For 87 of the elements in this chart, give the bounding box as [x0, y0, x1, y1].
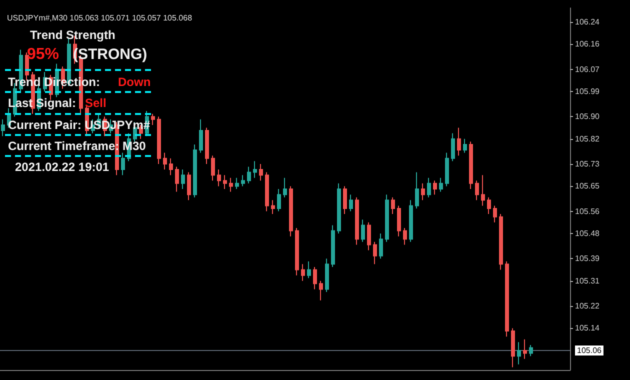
y-tick-label: 105.14 — [575, 324, 600, 333]
annotation: 2021.02.22 19:01 — [15, 160, 110, 174]
candlestick — [1, 118, 5, 137]
y-tick-label: 105.48 — [575, 229, 600, 238]
candlestick — [181, 169, 185, 190]
candlestick — [301, 264, 305, 282]
candlestick — [247, 166, 251, 184]
y-tick-label: 105.90 — [575, 112, 600, 122]
candlestick — [193, 144, 197, 198]
candlestick — [451, 132, 455, 162]
candlestick — [295, 227, 299, 276]
candlestick — [505, 260, 509, 338]
candlestick — [259, 163, 263, 182]
ref-line-label: 105.06 — [577, 346, 602, 356]
candlestick — [403, 227, 407, 246]
candlestick — [271, 200, 275, 215]
candlestick — [241, 174, 245, 187]
candlestick — [481, 174, 485, 206]
candlestick — [283, 177, 287, 198]
annotation: 95% — [27, 46, 60, 64]
y-tick-label: 105.56 — [575, 206, 600, 216]
candlestick — [121, 152, 125, 176]
candlestick — [235, 177, 239, 190]
y-tick-label: 105.39 — [575, 254, 600, 264]
candlestick — [223, 174, 227, 190]
candlestick — [415, 172, 419, 209]
candlestick — [205, 127, 209, 164]
candlestick — [253, 160, 257, 178]
candlestick — [433, 180, 437, 196]
candlestick — [373, 241, 377, 265]
candlestick — [409, 200, 413, 242]
y-tick-label: 105.65 — [575, 182, 600, 191]
candlestick — [529, 344, 533, 357]
y-tick-label: 106.16 — [575, 40, 600, 49]
candlestick — [157, 116, 161, 164]
candlestick — [229, 177, 233, 192]
candlestick — [319, 280, 323, 301]
candlestick — [469, 141, 473, 190]
candlestick — [343, 186, 347, 215]
y-tick-label: 105.99 — [575, 87, 600, 96]
candlestick — [265, 172, 269, 212]
candlestick — [163, 152, 167, 170]
candlestick — [313, 266, 317, 290]
candlestick — [523, 338, 527, 360]
y-tick-label: 106.24 — [575, 17, 600, 26]
candlestick — [337, 182, 341, 234]
candlestick — [325, 258, 329, 293]
candlestick — [355, 196, 359, 246]
y-tick-label: 105.31 — [575, 276, 600, 286]
annotation: Sell — [85, 96, 106, 110]
annotation: Down — [118, 75, 151, 89]
candlestick — [421, 182, 425, 201]
candlestick — [463, 138, 467, 154]
candlestick — [187, 172, 191, 201]
candlestick — [169, 158, 173, 176]
candlestick — [445, 152, 449, 187]
y-tick-label: 105.82 — [575, 134, 600, 144]
candlestick — [379, 233, 383, 260]
candlestick — [391, 196, 395, 215]
candlestick — [307, 260, 311, 279]
text: USDJPYm#,M30 105.063 105.071 105.057 105.068 — [7, 14, 193, 22]
candlestick — [385, 194, 389, 242]
candlestick — [511, 328, 515, 368]
candlestick — [493, 205, 497, 223]
y-tick-label: 105.22 — [575, 301, 600, 310]
candlestick — [217, 169, 221, 187]
candlestick — [457, 127, 461, 156]
y-tick-label: 105.73 — [575, 159, 600, 168]
candlestick — [367, 222, 371, 251]
candlestick — [175, 166, 179, 192]
annotation: Trend Strength — [30, 28, 116, 42]
candlestick — [199, 118, 203, 154]
candlestick — [349, 194, 353, 212]
candlestick — [439, 177, 443, 192]
candlestick — [151, 113, 155, 126]
candlestick — [397, 205, 401, 237]
y-tick-label: 106.07 — [575, 64, 600, 74]
candlestick — [499, 214, 503, 270]
candlestick — [289, 186, 293, 237]
candlestick — [427, 177, 431, 198]
candlestick — [475, 180, 479, 201]
candlestick — [361, 219, 365, 242]
candlestick — [211, 155, 215, 182]
candlestick — [487, 196, 491, 215]
candlestick — [277, 188, 281, 212]
candlestick — [331, 224, 335, 268]
candlestick — [517, 342, 521, 365]
